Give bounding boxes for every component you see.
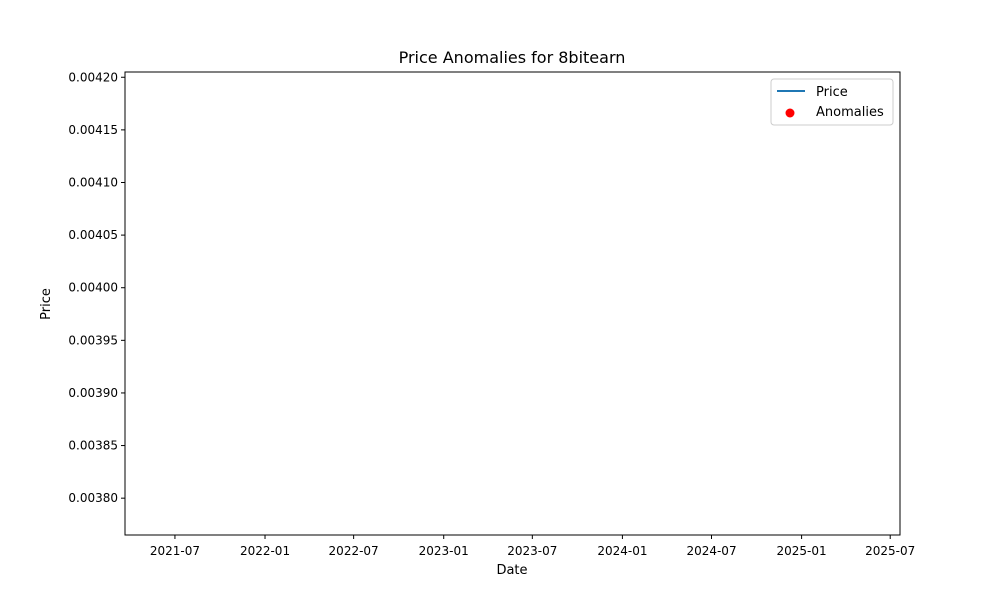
plot-frame bbox=[124, 71, 901, 536]
legend-label-price: Price bbox=[816, 85, 848, 100]
y-tick-label: 0.00390 bbox=[68, 386, 118, 400]
chart-title: Price Anomalies for 8bitearn bbox=[399, 48, 626, 67]
plot-area: 2021-07 2022-01 2022-07 2023-01 2023-07 2024-… bbox=[68, 70, 915, 558]
x-tick-label: 2022-07 bbox=[329, 544, 379, 558]
y-tick-label: 0.00380 bbox=[68, 491, 118, 505]
x-axis-label: Date bbox=[496, 563, 527, 578]
y-tick-label: 0.00410 bbox=[68, 175, 118, 189]
x-tick-label: 2025-01 bbox=[777, 544, 827, 558]
legend-label-anomalies: Anomalies bbox=[816, 105, 884, 120]
y-axis-label: Price bbox=[39, 288, 54, 320]
y-tick-label: 0.00395 bbox=[68, 333, 118, 347]
x-tick-label: 2021-07 bbox=[150, 544, 200, 558]
legend: Price Anomalies bbox=[770, 78, 894, 126]
y-tick-label: 0.00420 bbox=[68, 70, 118, 84]
x-tick-label: 2024-07 bbox=[686, 544, 736, 558]
y-tick-label: 0.00385 bbox=[68, 439, 118, 453]
x-tick-label: 2023-01 bbox=[419, 544, 469, 558]
legend-anomalies-marker-swatch bbox=[785, 108, 795, 118]
y-tick-label: 0.00400 bbox=[68, 281, 118, 295]
x-tick-label: 2023-07 bbox=[507, 544, 557, 558]
y-tick-label: 0.00405 bbox=[68, 228, 118, 242]
x-tick-label: 2022-01 bbox=[240, 544, 290, 558]
y-tick-label: 0.00415 bbox=[68, 123, 118, 137]
x-tick-label: 2024-01 bbox=[597, 544, 647, 558]
x-tick-label: 2025-07 bbox=[865, 544, 915, 558]
